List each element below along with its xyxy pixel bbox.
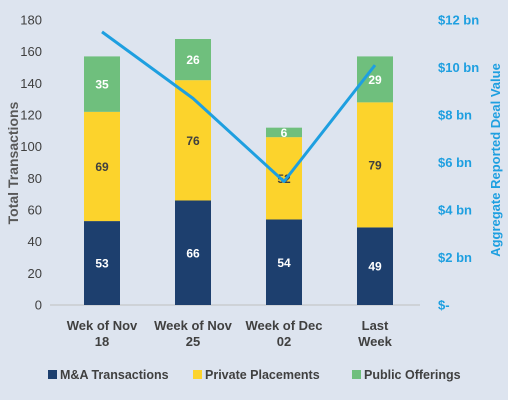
x-tick-label: Last — [362, 318, 389, 333]
y-tick-label: 20 — [28, 266, 42, 281]
bar-value-label: 29 — [368, 73, 382, 87]
bar-value-label: 35 — [95, 78, 109, 92]
y2-axis-title: Aggregate Reported Deal Value — [488, 63, 503, 257]
x-tick-label: 25 — [186, 334, 200, 349]
deal-value-line — [101, 30, 377, 183]
y2-tick-label: $- — [438, 298, 450, 313]
y2-tick-label: $10 bn — [438, 60, 479, 75]
y-tick-label: 40 — [28, 234, 42, 249]
bar-value-label: 53 — [95, 257, 109, 271]
bar-segment — [266, 137, 302, 220]
legend-label: Public Offerings — [364, 368, 461, 382]
bar-segment — [266, 127, 302, 138]
bar-value-label: 69 — [95, 160, 109, 174]
y-tick-label: 100 — [20, 139, 42, 154]
y-axis-ticks: 0 20 40 60 80 100 120 140 160 180 — [20, 13, 42, 313]
x-tick-label: Week of Dec — [245, 318, 322, 333]
y-tick-label: 160 — [20, 44, 42, 59]
y2-tick-label: $2 bn — [438, 250, 472, 265]
legend-swatch — [193, 370, 202, 379]
deal-value-line-layer — [101, 30, 377, 183]
bar-segment — [266, 219, 302, 305]
y2-tick-label: $4 bn — [438, 203, 472, 218]
bar-value-label: 6 — [281, 126, 288, 140]
x-tick-label: Wek of Nov — [67, 318, 138, 333]
x-tick-label: Week — [358, 334, 392, 349]
bar-value-label: 26 — [186, 53, 200, 67]
bar-value-label: 54 — [277, 256, 291, 270]
bar-segment — [84, 111, 120, 222]
y2-tick-label: $8 bn — [438, 108, 472, 123]
y-tick-label: 120 — [20, 108, 42, 123]
legend: M&A Transactions Private Placements Public… — [48, 368, 461, 382]
legend-label: Private Placements — [205, 368, 320, 382]
bar-segment — [175, 39, 211, 81]
bar-value-label: 79 — [368, 158, 382, 172]
bar-segment — [175, 200, 211, 305]
bar-value-label: 76 — [186, 134, 200, 148]
legend-swatch — [48, 370, 57, 379]
bar-value-label: 66 — [186, 246, 200, 260]
y2-axis-ticks: $- $2 bn $4 bn $6 bn $8 bn $10 bn $12 bn — [438, 13, 479, 313]
y-tick-label: 0 — [35, 298, 42, 313]
y-tick-label: 180 — [20, 13, 42, 28]
x-tick-label: Week of Nov — [154, 318, 233, 333]
y-axis-title: Total Transactions — [5, 101, 21, 224]
x-tick-label: 02 — [277, 334, 291, 349]
legend-swatch — [352, 370, 361, 379]
bar-segment — [357, 227, 393, 305]
bar-segment — [84, 221, 120, 305]
bar-value-label: 49 — [368, 260, 382, 274]
y2-tick-label: $12 bn — [438, 13, 479, 28]
y2-tick-label: $6 bn — [438, 155, 472, 170]
y-tick-label: 80 — [28, 171, 42, 186]
bar-segment — [84, 56, 120, 112]
y-tick-label: 140 — [20, 76, 42, 91]
y-tick-label: 60 — [28, 203, 42, 218]
legend-label: M&A Transactions — [60, 368, 169, 382]
x-tick-label: 18 — [95, 334, 109, 349]
bar-segment — [357, 102, 393, 228]
